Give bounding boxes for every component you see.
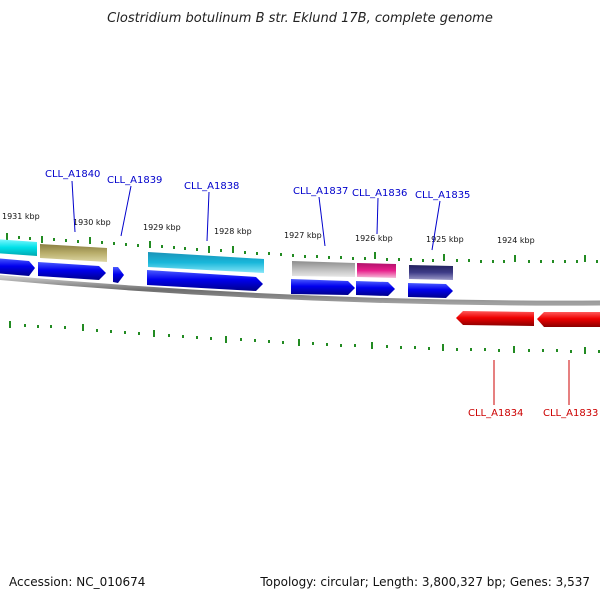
gene-arrow-forward[interactable] [113, 267, 124, 283]
forward-gene-labels: CLL_A1840 CLL_A1839 CLL_A1838 CLL_A1837 … [45, 169, 470, 201]
forward-leader-lines [71, 180, 441, 251]
scale-label: 1928 kbp [214, 227, 252, 236]
forward-genes [0, 258, 453, 298]
scale-label: 1929 kbp [143, 223, 181, 232]
gene-label[interactable]: CLL_A1835 [415, 190, 470, 201]
gene-label[interactable]: CLL_A1839 [107, 175, 162, 186]
cog-bar-skyblue[interactable] [148, 252, 264, 273]
gene-label[interactable]: CLL_A1838 [184, 181, 239, 192]
chromosome-backbone [0, 274, 600, 306]
gene-arrow-forward[interactable] [356, 281, 395, 296]
gene-label[interactable]: CLL_A1836 [352, 188, 407, 199]
gene-arrow-forward[interactable] [291, 279, 355, 295]
cog-bar-cyan[interactable] [0, 239, 37, 256]
cog-track [0, 239, 453, 280]
gene-label[interactable]: CLL_A1834 [468, 408, 523, 419]
scale-label: 1930 kbp [73, 218, 111, 227]
genome-title: Clostridium botulinum B str. Eklund 17B,… [107, 11, 493, 26]
gene-arrow-reverse[interactable] [456, 311, 534, 326]
reverse-genes [456, 311, 600, 327]
reverse-leader-lines [493, 360, 570, 405]
genome-summary-text: Topology: circular; Length: 3,800,327 bp… [259, 575, 590, 589]
gene-label[interactable]: CLL_A1840 [45, 169, 100, 180]
gene-label[interactable]: CLL_A1833 [543, 408, 598, 419]
gene-arrow-forward[interactable] [38, 262, 106, 280]
cog-bar-olive[interactable] [40, 244, 107, 262]
gene-label[interactable]: CLL_A1837 [293, 186, 348, 197]
scale-label: 1925 kbp [426, 235, 464, 244]
reverse-tick-marks [9, 321, 600, 354]
scale-label: 1926 kbp [355, 234, 393, 243]
cog-bar-pink[interactable] [357, 263, 396, 278]
reverse-gene-labels: CLL_A1834 CLL_A1833 [468, 408, 598, 419]
scale-label: 1927 kbp [284, 231, 322, 240]
cog-bar-navy[interactable] [409, 265, 453, 280]
gene-arrow-reverse[interactable] [537, 312, 600, 327]
gene-arrow-forward[interactable] [0, 258, 35, 276]
scale-labels: 1931 kbp 1930 kbp 1929 kbp 1928 kbp 1927… [2, 212, 535, 245]
cog-bar-grey[interactable] [292, 261, 355, 277]
gene-arrow-forward[interactable] [147, 270, 263, 291]
scale-label: 1924 kbp [497, 236, 535, 245]
scale-label: 1931 kbp [2, 212, 40, 221]
forward-tick-marks [6, 233, 598, 263]
accession-text: Accession: NC_010674 [9, 575, 145, 589]
gene-arrow-forward[interactable] [408, 283, 453, 298]
